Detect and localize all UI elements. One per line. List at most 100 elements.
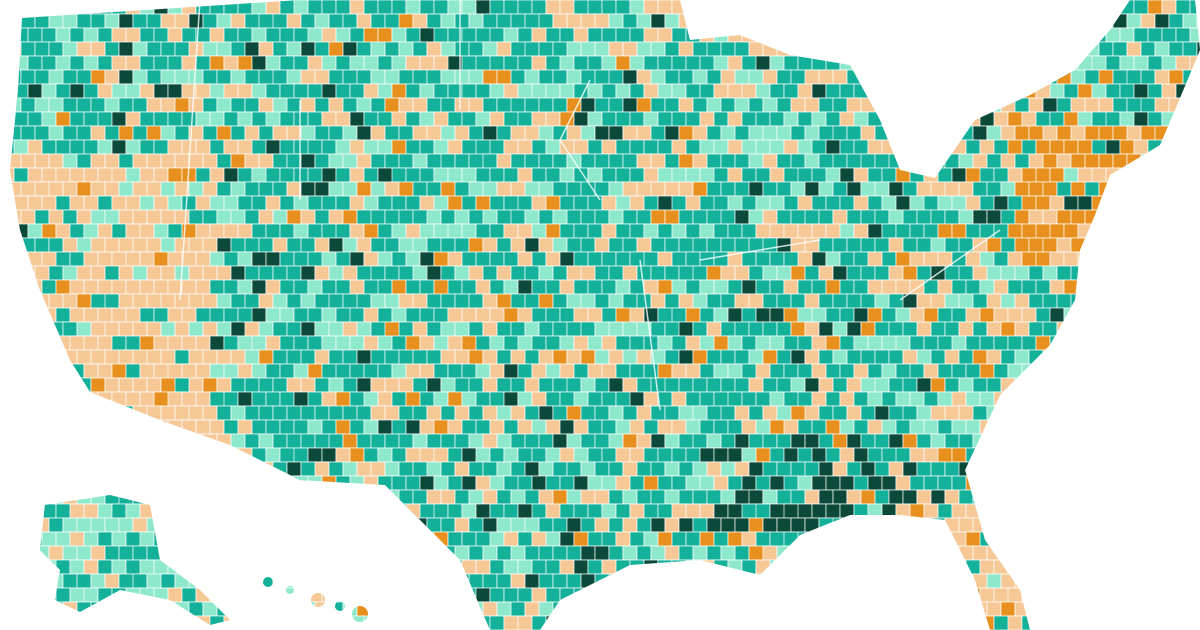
county	[748, 405, 764, 421]
county	[944, 517, 960, 533]
county	[335, 559, 351, 575]
county	[433, 391, 449, 407]
county	[958, 573, 974, 589]
county	[601, 307, 617, 323]
county	[433, 0, 449, 15]
county	[1056, 265, 1072, 281]
county	[405, 559, 421, 575]
county	[97, 587, 113, 603]
county	[1021, 307, 1037, 323]
county	[412, 13, 428, 29]
county	[230, 125, 246, 141]
county	[181, 419, 197, 435]
county	[363, 363, 379, 379]
county	[1063, 391, 1079, 407]
county	[391, 167, 407, 183]
county	[370, 265, 386, 281]
county	[811, 251, 827, 267]
county	[524, 405, 540, 421]
county	[0, 406, 7, 420]
county	[468, 293, 484, 309]
county	[440, 545, 456, 561]
county	[1168, 321, 1184, 337]
county	[83, 27, 99, 43]
county	[279, 335, 295, 351]
county	[1070, 601, 1086, 617]
county	[76, 517, 92, 533]
county	[384, 125, 400, 141]
county	[461, 363, 477, 379]
county	[1070, 489, 1086, 505]
county	[993, 335, 1009, 351]
county	[370, 125, 386, 141]
county	[363, 195, 379, 211]
county	[727, 307, 743, 323]
county	[510, 321, 526, 337]
county	[860, 181, 876, 197]
county	[993, 139, 1009, 155]
county	[664, 517, 680, 533]
county	[1000, 545, 1016, 561]
county	[244, 461, 260, 477]
county	[1084, 293, 1100, 309]
county	[538, 97, 554, 113]
county	[755, 279, 771, 295]
county	[1133, 363, 1149, 379]
county	[1028, 377, 1044, 393]
county	[902, 97, 918, 113]
county	[888, 209, 904, 225]
county	[405, 475, 421, 491]
county	[20, 13, 36, 29]
county	[930, 377, 946, 393]
county	[622, 377, 638, 393]
county	[587, 559, 603, 575]
county	[251, 587, 267, 603]
county	[636, 69, 652, 85]
county	[97, 111, 113, 127]
county	[881, 391, 897, 407]
county	[755, 27, 771, 43]
county	[10, 447, 15, 463]
county	[622, 293, 638, 309]
county	[713, 363, 729, 379]
county	[811, 0, 841, 15]
county	[1091, 503, 1107, 519]
county	[265, 559, 281, 575]
county	[818, 321, 834, 337]
county	[1182, 405, 1198, 421]
county	[923, 531, 939, 547]
county	[1119, 167, 1149, 183]
county	[251, 615, 267, 630]
county	[699, 503, 715, 519]
county	[741, 279, 757, 295]
county	[1028, 433, 1044, 449]
county	[566, 209, 582, 225]
county	[979, 335, 995, 351]
county	[1161, 559, 1177, 575]
county	[321, 111, 337, 127]
county	[349, 531, 365, 547]
county	[489, 391, 505, 407]
county	[489, 279, 505, 295]
county	[615, 27, 631, 43]
county	[937, 0, 953, 15]
county	[251, 83, 267, 99]
county	[650, 237, 666, 253]
county	[118, 349, 134, 365]
county	[1028, 41, 1044, 57]
county	[405, 335, 421, 351]
county	[1042, 125, 1058, 141]
county	[762, 97, 778, 113]
county	[1189, 503, 1200, 519]
county	[580, 433, 596, 449]
county	[216, 321, 232, 337]
county	[1063, 279, 1079, 295]
county	[580, 405, 596, 421]
county	[349, 0, 365, 15]
county	[258, 461, 274, 477]
county	[881, 279, 897, 295]
county	[629, 475, 645, 491]
county	[979, 559, 995, 575]
county	[146, 321, 162, 337]
county	[1000, 405, 1016, 421]
